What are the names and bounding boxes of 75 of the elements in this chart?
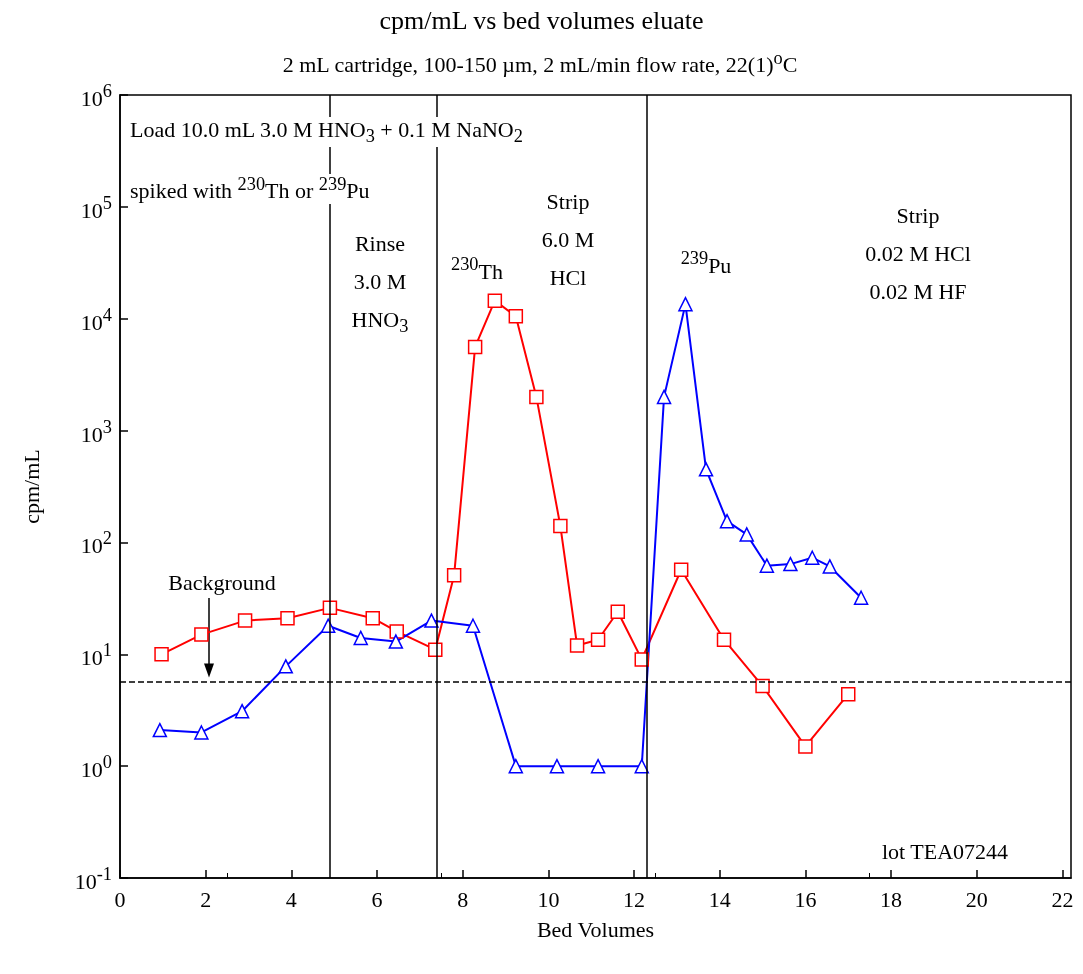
- annotation: Strip 0.02 M HCl 0.02 M HF: [865, 202, 971, 306]
- x-tick-label: 16: [794, 886, 817, 912]
- annotation: spiked with $^{230}$Th or $^{239}$Pu: [128, 174, 372, 205]
- annotation: lot TEA07244: [881, 838, 1009, 866]
- point: [508, 758, 524, 774]
- y-tick-label: 10$^{4}$: [80, 304, 112, 336]
- point: [278, 659, 294, 674]
- annotation: Load 10.0 mL 3.0 M HNO$_{3}$ + 0.1 M NaNO$_{2}$: [128, 117, 525, 148]
- x-tick-label: 12: [623, 886, 646, 912]
- x-tick-label: 14: [708, 886, 731, 912]
- point: [716, 632, 732, 647]
- point: [280, 610, 295, 626]
- annotation: Rinse 3.0 M HNO$_{3}$: [351, 229, 409, 339]
- y-tick-label: 10$^{0}$: [80, 751, 112, 783]
- point: [553, 518, 568, 534]
- point: [365, 610, 380, 626]
- annotation: $^{239}$Pu: [680, 247, 732, 280]
- point: [194, 725, 209, 740]
- point: [783, 556, 798, 572]
- point: [467, 339, 483, 355]
- x-tick-label: 0: [114, 886, 126, 912]
- point: [465, 618, 481, 633]
- chart-subtitle: 2 mL cartridge, 100-150 µm, 2 mL/min flow rate, 22(1)$^{o}$C: [282, 48, 798, 79]
- chart-title: cpm/mL vs bed volumes eluate: [379, 5, 704, 35]
- point: [805, 550, 820, 565]
- point: [673, 562, 689, 577]
- point: [237, 613, 253, 628]
- x-tick-label: 10: [537, 886, 560, 912]
- y-tick-label: 10$^{6}$: [80, 80, 112, 112]
- x-tick-label: 22: [1051, 886, 1074, 912]
- point: [389, 624, 404, 639]
- point: [353, 630, 368, 646]
- point: [154, 647, 169, 662]
- x-tick-label: 20: [965, 886, 988, 912]
- y-tick-label: 10$^{3}$: [80, 415, 112, 448]
- point: [508, 309, 524, 324]
- x-tick-label: 18: [880, 886, 903, 912]
- point: [388, 634, 404, 649]
- annotation: Background: [168, 569, 276, 597]
- point: [446, 567, 462, 583]
- annotation: Strip 6.0 M HCl: [541, 188, 595, 292]
- y-tick-label: 10$^{5}$: [80, 192, 112, 224]
- y-tick-label: 10$^{2}$: [80, 527, 112, 560]
- point: [549, 758, 565, 774]
- point: [424, 613, 439, 628]
- point: [698, 462, 714, 477]
- point: [755, 678, 770, 694]
- point: [590, 758, 606, 774]
- x-axis-title: Bed Volumes: [536, 916, 655, 942]
- point: [152, 722, 168, 738]
- point: [634, 758, 650, 774]
- point: [529, 389, 544, 405]
- point: [719, 513, 735, 529]
- point: [798, 739, 813, 754]
- point: [569, 638, 585, 653]
- point: [234, 703, 250, 719]
- point: [678, 296, 693, 312]
- y-tick-label: 10$^{-1}$: [74, 863, 112, 895]
- point: [590, 632, 606, 647]
- y-axis-title: cpm/mL: [18, 449, 44, 524]
- point: [759, 558, 775, 573]
- x-tick-label: 6: [371, 886, 383, 912]
- x-tick-label: 4: [285, 886, 297, 912]
- point: [853, 590, 869, 606]
- point: [739, 527, 754, 542]
- point: [194, 627, 209, 642]
- point: [610, 604, 626, 620]
- point: [487, 293, 503, 308]
- point: [656, 389, 672, 405]
- x-tick-label: 8: [457, 886, 469, 912]
- point: [840, 686, 856, 702]
- point: [822, 559, 838, 574]
- x-tick-label: 2: [200, 886, 212, 912]
- y-tick-label: 10$^{1}$: [80, 639, 112, 671]
- annotation: $^{230}$Th: [451, 253, 503, 286]
